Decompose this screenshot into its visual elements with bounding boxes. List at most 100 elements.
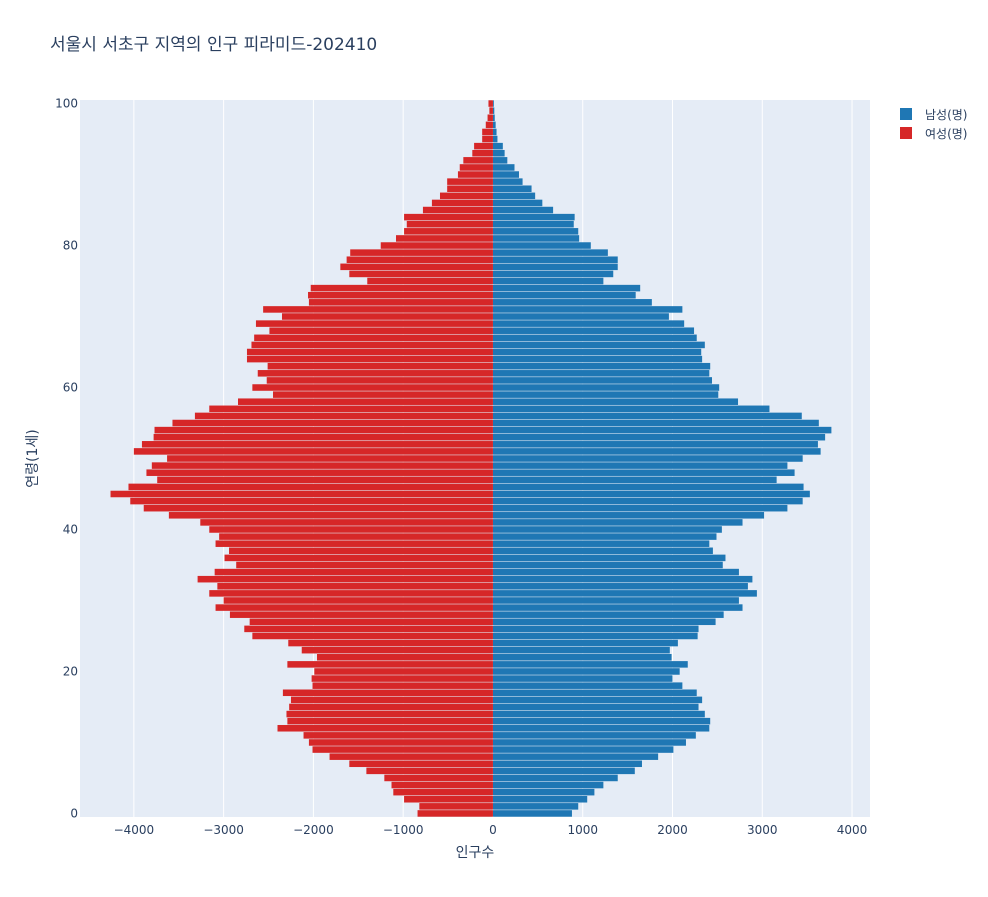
bar-female-age-11[interactable]	[303, 732, 493, 739]
bar-female-age-66[interactable]	[251, 341, 493, 349]
bar-male-age-43[interactable]	[492, 504, 788, 512]
bar-male-age-34[interactable]	[492, 568, 739, 576]
bar-female-age-21[interactable]	[287, 661, 493, 668]
bar-male-age-96[interactable]	[492, 128, 497, 136]
bar-male-age-54[interactable]	[492, 426, 832, 434]
bar-male-age-71[interactable]	[492, 306, 683, 313]
bar-female-age-59[interactable]	[273, 391, 493, 398]
bar-female-age-17[interactable]	[282, 689, 493, 697]
bar-male-age-66[interactable]	[492, 341, 705, 349]
bar-female-age-84[interactable]	[404, 213, 493, 221]
bar-female-age-61[interactable]	[266, 377, 493, 384]
bar-male-age-5[interactable]	[492, 774, 618, 782]
bar-male-age-7[interactable]	[492, 760, 642, 768]
bar-female-age-40[interactable]	[209, 526, 493, 533]
bar-female-age-68[interactable]	[269, 327, 493, 334]
bar-male-age-40[interactable]	[492, 526, 722, 533]
bar-male-age-8[interactable]	[492, 753, 659, 760]
bar-male-age-37[interactable]	[492, 547, 713, 555]
bar-female-age-34[interactable]	[214, 568, 493, 576]
bar-female-age-73[interactable]	[308, 291, 493, 299]
bar-male-age-61[interactable]	[492, 377, 712, 384]
bar-male-age-13[interactable]	[492, 717, 711, 725]
bar-male-age-56[interactable]	[492, 412, 802, 420]
bar-male-age-92[interactable]	[492, 157, 508, 164]
bar-male-age-0[interactable]	[492, 810, 572, 817]
bar-female-age-38[interactable]	[215, 540, 493, 547]
bar-female-age-88[interactable]	[447, 185, 493, 193]
bar-male-age-51[interactable]	[492, 448, 821, 455]
bar-male-age-3[interactable]	[492, 788, 595, 796]
legend-item-female[interactable]: 여성(명)	[900, 127, 967, 141]
bar-female-age-15[interactable]	[289, 703, 493, 711]
bar-female-age-20[interactable]	[314, 668, 493, 675]
bar-male-age-87[interactable]	[492, 192, 536, 200]
bar-female-age-48[interactable]	[146, 469, 493, 476]
bar-male-age-77[interactable]	[492, 263, 618, 271]
bar-female-age-22[interactable]	[317, 654, 493, 661]
bar-male-age-49[interactable]	[492, 462, 788, 469]
bar-male-age-22[interactable]	[492, 654, 672, 661]
bar-male-age-21[interactable]	[492, 661, 688, 668]
bar-female-age-56[interactable]	[194, 412, 493, 420]
bar-female-age-80[interactable]	[380, 242, 493, 249]
bar-female-age-90[interactable]	[457, 171, 493, 178]
bar-male-age-9[interactable]	[492, 746, 674, 753]
bar-male-age-53[interactable]	[492, 433, 826, 441]
bar-male-age-32[interactable]	[492, 583, 748, 590]
bar-female-age-76[interactable]	[349, 270, 493, 278]
bar-male-age-2[interactable]	[492, 795, 588, 803]
bar-female-age-0[interactable]	[417, 810, 493, 817]
bar-female-age-26[interactable]	[244, 625, 493, 633]
bar-female-age-25[interactable]	[252, 632, 493, 640]
bar-female-age-89[interactable]	[447, 178, 493, 185]
bar-male-age-65[interactable]	[492, 348, 702, 356]
bar-female-age-70[interactable]	[281, 313, 493, 320]
bar-female-age-5[interactable]	[384, 774, 493, 782]
legend-item-male[interactable]: 남성(명)	[900, 108, 967, 122]
bar-female-age-2[interactable]	[404, 795, 493, 803]
bar-female-age-28[interactable]	[229, 611, 493, 618]
bar-female-age-65[interactable]	[246, 348, 493, 356]
bar-female-age-79[interactable]	[350, 249, 493, 256]
bar-male-age-86[interactable]	[492, 199, 543, 207]
bar-male-age-76[interactable]	[492, 270, 614, 278]
bar-female-age-3[interactable]	[393, 788, 493, 796]
bar-male-age-58[interactable]	[492, 398, 739, 405]
bar-male-age-29[interactable]	[492, 604, 743, 611]
bar-female-age-19[interactable]	[311, 675, 493, 682]
bar-female-age-58[interactable]	[238, 398, 493, 405]
bar-female-age-83[interactable]	[406, 220, 493, 228]
bar-female-age-92[interactable]	[463, 157, 493, 164]
bar-male-age-1[interactable]	[492, 803, 579, 810]
bar-female-age-12[interactable]	[277, 724, 493, 732]
bar-male-age-41[interactable]	[492, 519, 743, 526]
bar-female-age-42[interactable]	[168, 512, 493, 519]
bar-female-age-24[interactable]	[288, 639, 493, 647]
bar-male-age-6[interactable]	[492, 767, 635, 775]
bar-female-age-93[interactable]	[472, 149, 493, 157]
bar-female-age-16[interactable]	[290, 696, 493, 704]
bar-male-age-82[interactable]	[492, 228, 579, 235]
bar-male-age-30[interactable]	[492, 597, 739, 604]
bar-male-age-80[interactable]	[492, 242, 591, 249]
bar-male-age-31[interactable]	[492, 590, 757, 597]
bar-female-age-8[interactable]	[329, 753, 493, 760]
bar-male-age-70[interactable]	[492, 313, 669, 320]
bar-female-age-23[interactable]	[301, 646, 493, 654]
bar-female-age-94[interactable]	[474, 142, 493, 150]
bar-male-age-47[interactable]	[492, 476, 777, 484]
bar-female-age-63[interactable]	[267, 362, 493, 370]
bar-male-age-59[interactable]	[492, 391, 719, 398]
bar-female-age-47[interactable]	[157, 476, 493, 484]
bar-male-age-4[interactable]	[492, 781, 604, 789]
bar-female-age-7[interactable]	[349, 760, 493, 768]
bar-male-age-44[interactable]	[492, 497, 803, 505]
bar-female-age-13[interactable]	[287, 717, 493, 725]
bar-female-age-54[interactable]	[154, 426, 493, 434]
bar-female-age-36[interactable]	[224, 554, 493, 562]
bar-female-age-49[interactable]	[151, 462, 493, 469]
bar-male-age-98[interactable]	[492, 114, 495, 122]
bar-female-age-46[interactable]	[128, 483, 493, 491]
bar-male-age-69[interactable]	[492, 320, 685, 327]
